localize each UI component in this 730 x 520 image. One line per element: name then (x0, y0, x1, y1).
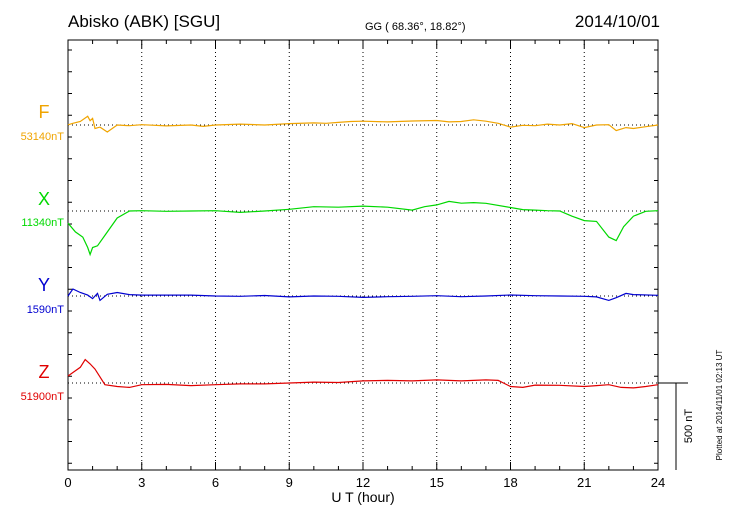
station-title: Abisko (ABK) [SGU] (68, 12, 220, 31)
grid (68, 40, 658, 470)
series-baseline-x: 11340nT (21, 217, 64, 229)
x-tick-label: 6 (212, 475, 219, 490)
x-axis-label: U T (hour) (331, 489, 394, 505)
series-labels: F 53140nT X 11340nT Y 1590nT Z 51900nT (21, 102, 65, 403)
series-lines (67, 115, 659, 389)
series-name-f: F (39, 102, 50, 122)
x-tick-label: 21 (577, 475, 591, 490)
series-baseline-f: 53140nT (21, 131, 65, 143)
scale-label: 500 nT (683, 409, 695, 444)
x-tick-label: 18 (503, 475, 517, 490)
series-line-z (67, 358, 659, 389)
plotted-note: Plotted at 2014/11/01 02:13 UT (715, 350, 724, 461)
x-tick-label: 12 (356, 475, 370, 490)
series-baseline-z: 51900nT (21, 391, 65, 403)
x-tick-label: 0 (64, 475, 71, 490)
series-line-y (67, 288, 659, 302)
x-tick-label: 3 (138, 475, 145, 490)
series-name-x: X (38, 189, 50, 209)
series-baseline-y: 1590nT (27, 304, 65, 316)
x-tick-label: 15 (430, 475, 444, 490)
series-name-y: Y (38, 275, 50, 295)
x-tick-label: 24 (651, 475, 665, 490)
series-line-x (67, 200, 659, 257)
series-line-f (67, 115, 659, 133)
station-coords: GG ( 68.36°, 18.82°) (365, 21, 466, 33)
axis-ticks: 0 3 6 9 12 15 18 21 24 (64, 40, 665, 490)
series-name-z: Z (39, 362, 50, 382)
x-tick-label: 9 (286, 475, 293, 490)
date-label: 2014/10/01 (575, 12, 660, 31)
